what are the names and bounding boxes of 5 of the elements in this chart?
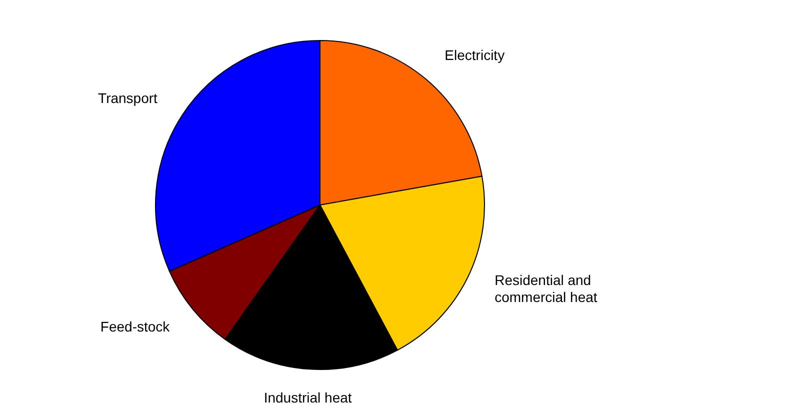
slice-label: Transport (98, 90, 158, 106)
slice-label: Feed-stock (100, 318, 171, 335)
slice-label: Industrial heat (264, 390, 352, 406)
slice-label: Electricity (444, 47, 505, 64)
slice-label: Residential and commercial heat (494, 272, 598, 306)
